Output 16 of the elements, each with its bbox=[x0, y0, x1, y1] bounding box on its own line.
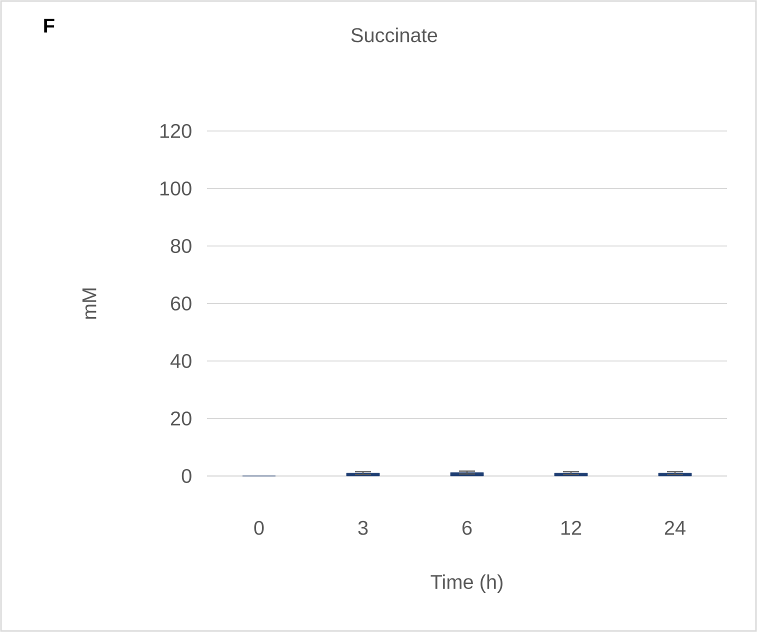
y-tick-label: 120 bbox=[160, 124, 192, 138]
x-tick-label: 3 bbox=[358, 520, 368, 535]
y-tick-label: 60 bbox=[171, 296, 192, 311]
text: F bbox=[44, 18, 54, 33]
y-tick-label: 80 bbox=[170, 238, 192, 254]
x-axis-title: Time (h) bbox=[430, 574, 502, 593]
y-tick-label: 0 bbox=[182, 468, 192, 484]
x-tick-label: 24 bbox=[664, 520, 686, 535]
y-tick-label: 100 bbox=[160, 181, 192, 196]
x-tick-label: 0 bbox=[254, 520, 264, 535]
y-tick-label: 40 bbox=[170, 354, 192, 368]
x-tick-label: 6 bbox=[462, 520, 472, 535]
y-axis-title: mM bbox=[82, 288, 96, 319]
x-tick-label: 12 bbox=[561, 520, 582, 535]
y-tick-label: 20 bbox=[171, 411, 192, 426]
chart-title: Succinate bbox=[351, 28, 438, 42]
